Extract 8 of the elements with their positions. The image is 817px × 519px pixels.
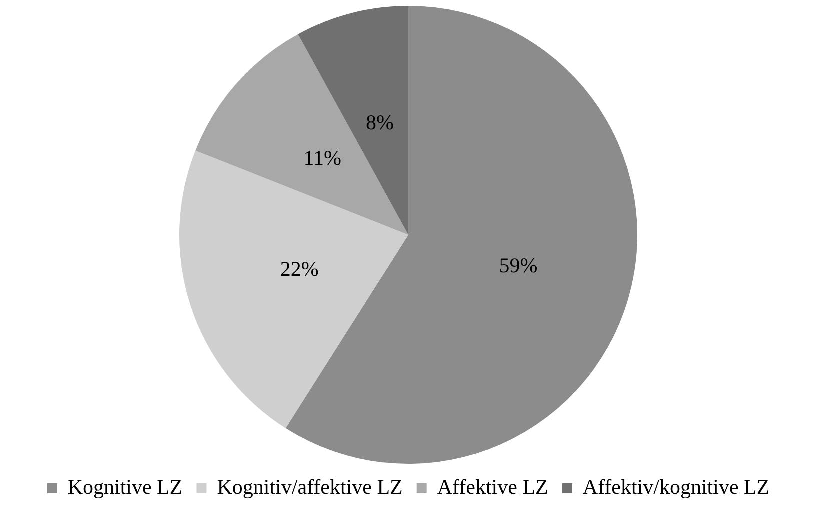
data-label: 11%: [304, 146, 342, 170]
data-label: 22%: [280, 256, 319, 281]
legend-label: Affektive LZ: [437, 475, 548, 500]
legend-label: Kognitive LZ: [68, 475, 183, 500]
legend-label: Affektiv/kognitive LZ: [582, 475, 770, 500]
legend-label: Kognitiv/affektive LZ: [217, 475, 403, 500]
data-label: 59%: [499, 253, 538, 278]
data-label: 8%: [366, 110, 394, 135]
